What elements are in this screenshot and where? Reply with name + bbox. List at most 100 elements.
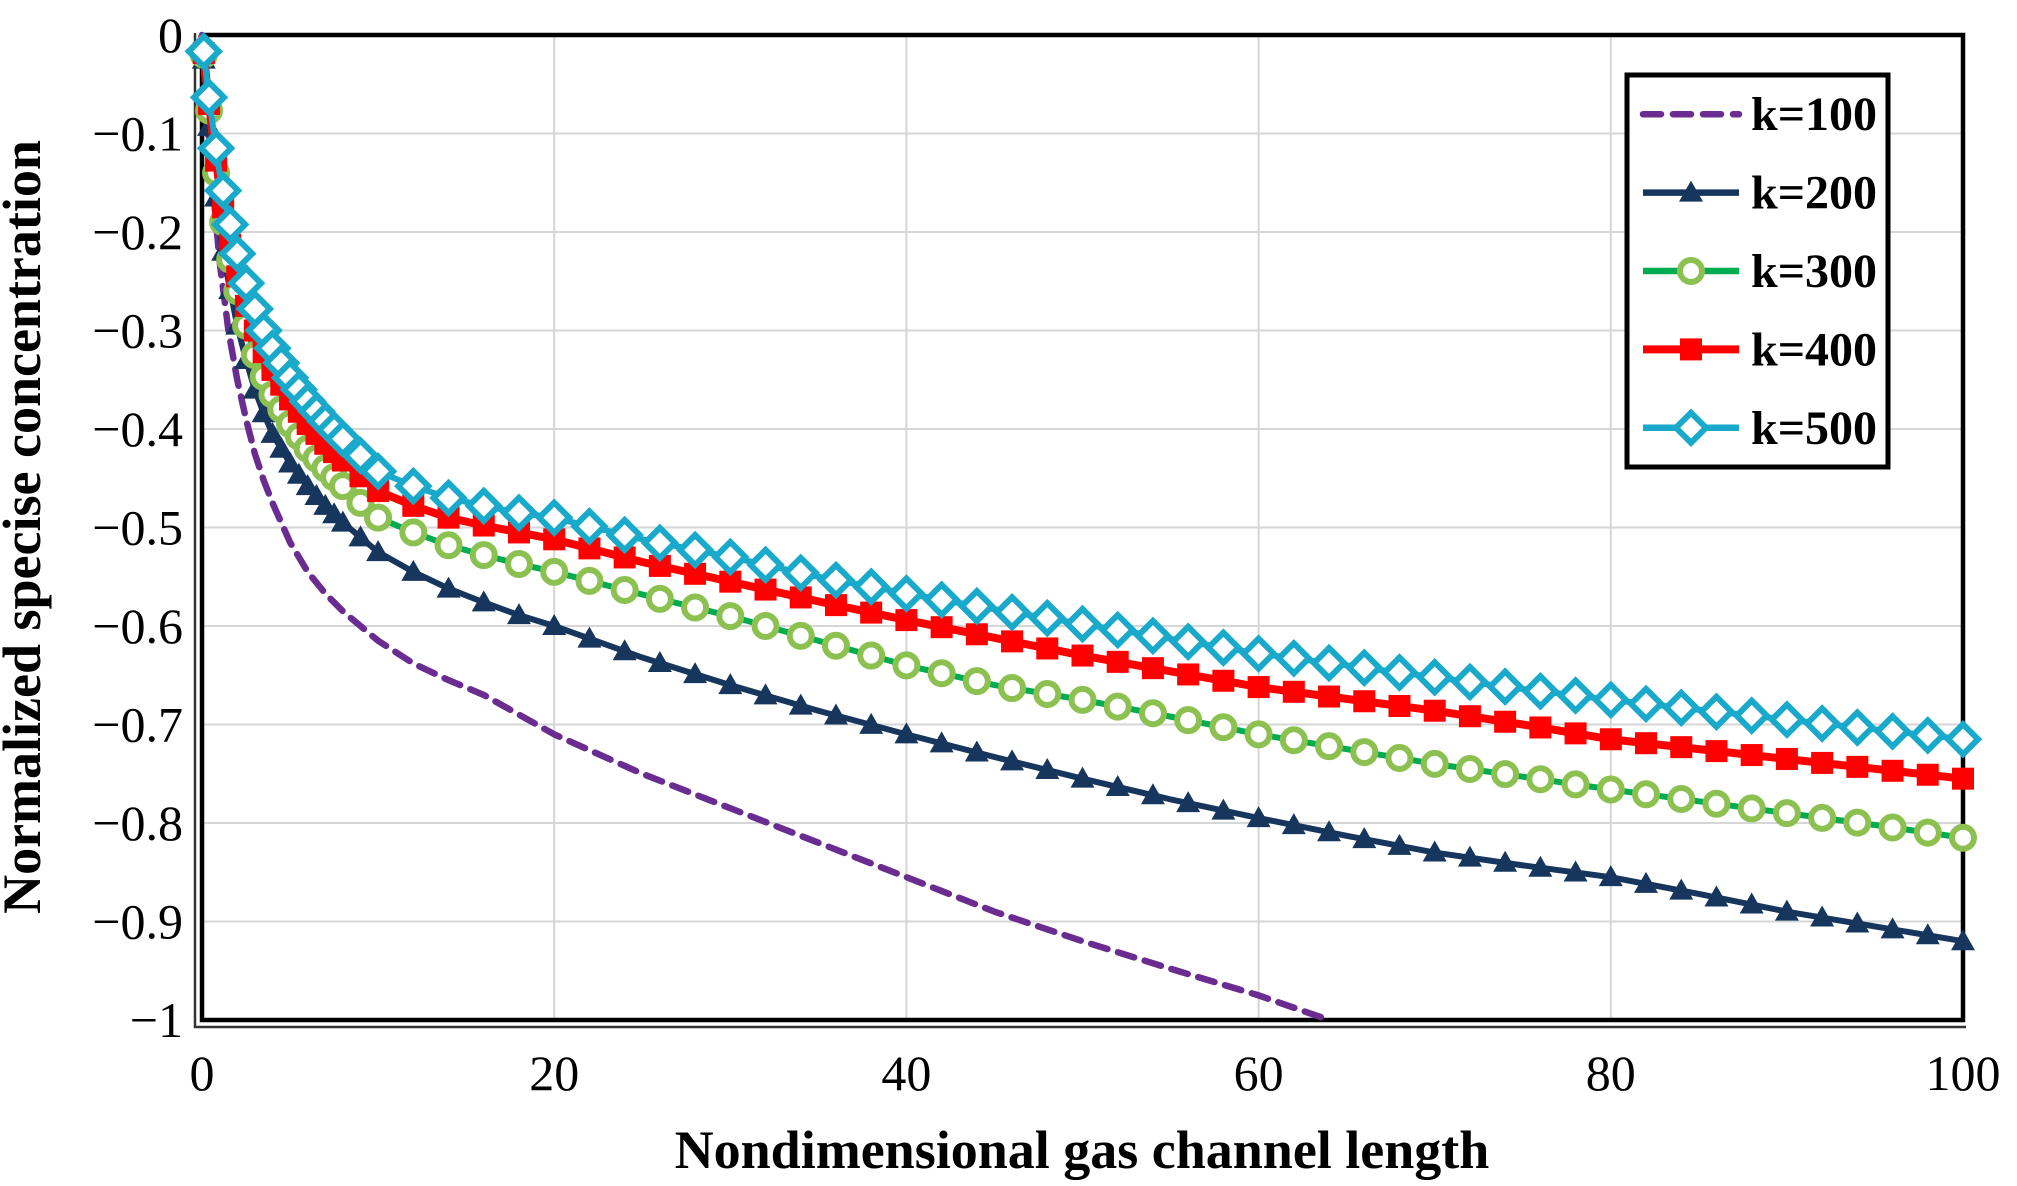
open-circle-marker bbox=[1209, 713, 1238, 742]
y-tick-label: −0.4 bbox=[92, 401, 183, 457]
open-diamond-marker bbox=[1671, 408, 1711, 448]
square-marker bbox=[1811, 751, 1834, 774]
x-tick-label: 60 bbox=[1234, 1045, 1284, 1101]
legend-label: k=200 bbox=[1751, 167, 1877, 220]
open-circle-marker bbox=[927, 659, 956, 688]
series-k=400 bbox=[192, 34, 1974, 790]
legend-label: k=400 bbox=[1751, 323, 1877, 376]
plot-frame bbox=[193, 32, 1966, 1029]
open-diamond-marker bbox=[1380, 653, 1419, 692]
open-circle-marker bbox=[434, 531, 463, 560]
triangle-marker bbox=[647, 651, 672, 673]
open-diamond-marker bbox=[1063, 604, 1102, 644]
open-diamond-marker bbox=[1239, 634, 1278, 673]
triangle-marker bbox=[278, 451, 303, 473]
open-diamond-marker bbox=[1521, 671, 1560, 711]
triangle-marker bbox=[542, 614, 567, 635]
series-lines bbox=[184, 31, 1983, 1024]
square-marker bbox=[367, 480, 390, 503]
open-diamond-marker bbox=[189, 78, 229, 117]
triangle-marker bbox=[1176, 791, 1201, 813]
triangle-marker bbox=[471, 590, 496, 612]
open-circle-marker bbox=[681, 593, 710, 622]
square-marker bbox=[1106, 650, 1129, 673]
open-diamond-marker bbox=[1204, 628, 1243, 667]
triangle-marker bbox=[269, 436, 294, 458]
y-tick-label: −1 bbox=[130, 992, 183, 1048]
triangle-marker bbox=[1679, 180, 1703, 202]
open-circle-marker bbox=[998, 674, 1027, 703]
axis-tick-labels: 0 20 40 60 80 100 0 −0.1 −0.2 −0.3 −0.4 −0.5 −0.6 −0.… bbox=[92, 7, 2000, 1101]
triangle-marker bbox=[1140, 783, 1165, 805]
open-circle-marker bbox=[504, 549, 533, 578]
open-diamond-marker bbox=[1767, 700, 1807, 739]
open-diamond-marker bbox=[358, 452, 398, 491]
triangle-marker bbox=[718, 673, 743, 695]
open-diamond-marker bbox=[851, 567, 891, 607]
open-diamond-marker bbox=[196, 129, 236, 168]
open-circle-marker bbox=[645, 584, 674, 613]
open-circle-marker bbox=[1103, 692, 1132, 721]
open-diamond-marker bbox=[464, 486, 504, 526]
triangle-marker bbox=[1457, 845, 1482, 867]
open-diamond-marker bbox=[1309, 643, 1349, 683]
legend-item-k=400: k=400 bbox=[1643, 323, 1877, 376]
open-diamond-marker bbox=[429, 478, 468, 518]
triangle-marker bbox=[683, 662, 708, 684]
plot-border bbox=[199, 32, 1966, 1023]
triangle-marker bbox=[577, 626, 602, 648]
square-marker bbox=[648, 554, 671, 577]
open-circle-marker bbox=[1632, 780, 1661, 809]
triangle-marker bbox=[859, 712, 884, 734]
open-circle-marker bbox=[1174, 706, 1203, 735]
triangle-marker bbox=[1739, 892, 1764, 914]
series-line bbox=[198, 31, 1333, 1024]
square-marker bbox=[543, 528, 566, 551]
open-circle-marker bbox=[751, 612, 780, 640]
open-circle-marker bbox=[1561, 770, 1590, 799]
square-marker bbox=[1423, 699, 1446, 722]
square-marker bbox=[402, 494, 425, 517]
legend: k=100 k=200 k=300 k=400 k=500 bbox=[1624, 72, 1891, 470]
square-marker bbox=[1952, 767, 1974, 790]
open-diamond-marker bbox=[1838, 708, 1877, 747]
triangle-marker bbox=[1669, 878, 1694, 900]
outer-axis-line bbox=[193, 33, 1966, 1029]
open-circle-marker bbox=[892, 651, 921, 680]
triangle-marker bbox=[348, 525, 373, 547]
open-diamond-marker bbox=[1802, 704, 1842, 743]
open-circle-marker bbox=[575, 566, 604, 595]
open-diamond-marker bbox=[711, 537, 750, 577]
triangle-marker bbox=[612, 639, 637, 661]
open-circle-marker bbox=[346, 488, 375, 517]
triangle-marker bbox=[1951, 929, 1975, 951]
open-diamond-marker bbox=[1697, 692, 1736, 731]
legend-item-k=500: k=500 bbox=[1643, 402, 1877, 455]
square-marker bbox=[824, 594, 847, 617]
square-marker bbox=[719, 570, 742, 593]
open-circle-marker bbox=[1315, 732, 1344, 761]
square-marker bbox=[507, 521, 530, 544]
legend-item-k=300: k=300 bbox=[1643, 245, 1877, 298]
square-marker bbox=[754, 578, 777, 601]
triangle-marker bbox=[1598, 865, 1623, 887]
square-marker bbox=[1071, 644, 1094, 667]
square-marker bbox=[789, 586, 812, 609]
open-circle-marker bbox=[786, 621, 815, 650]
square-marker bbox=[1212, 669, 1235, 692]
open-diamond-marker bbox=[746, 545, 785, 585]
triangle-marker bbox=[1704, 885, 1729, 907]
open-circle-marker bbox=[1491, 760, 1520, 789]
open-diamond-marker bbox=[203, 171, 243, 210]
triangle-marker bbox=[1246, 806, 1271, 828]
square-marker bbox=[1599, 728, 1622, 751]
open-diamond-marker bbox=[1450, 662, 1490, 702]
open-diamond-marker bbox=[922, 580, 961, 620]
triangle-marker bbox=[753, 683, 778, 705]
open-diamond-marker bbox=[605, 515, 644, 555]
square-marker bbox=[472, 514, 495, 537]
open-diamond-marker bbox=[957, 586, 997, 626]
triangle-marker bbox=[260, 421, 285, 443]
legend-label: k=500 bbox=[1751, 402, 1877, 455]
triangle-marker bbox=[1915, 923, 1940, 945]
